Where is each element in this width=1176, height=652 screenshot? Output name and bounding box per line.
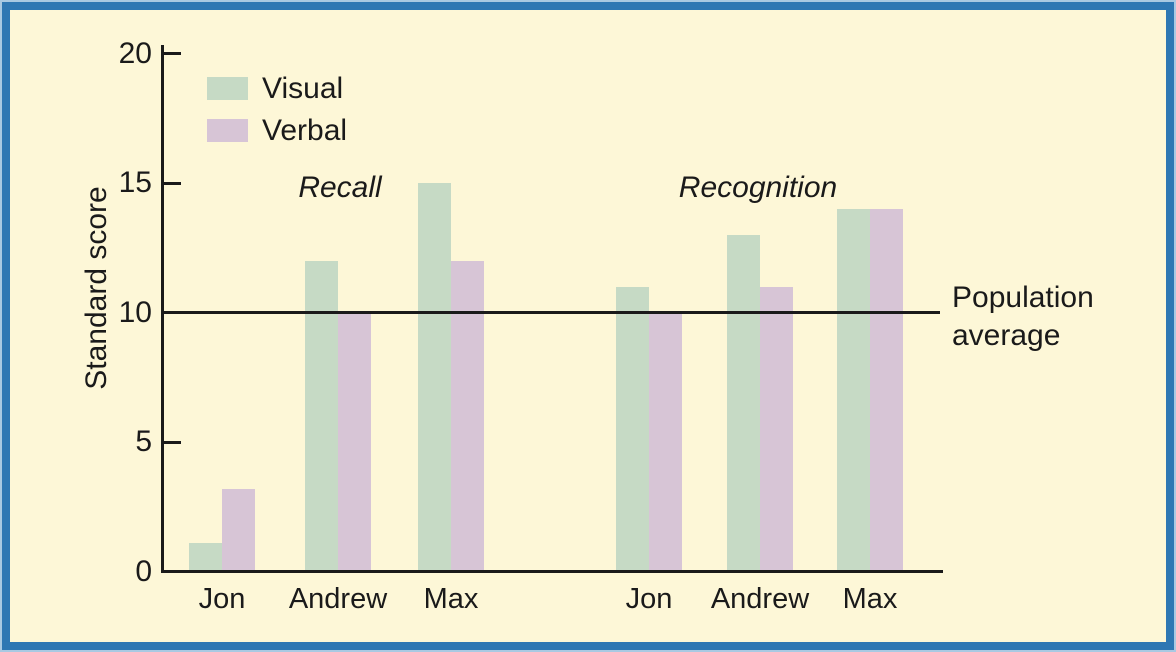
y-tick-mark-10 [163, 311, 181, 314]
bar-visual-recognition-max [837, 208, 870, 573]
bar-verbal-recall-andrew [338, 312, 371, 573]
bar-verbal-recognition-jon [649, 312, 682, 573]
x-category-label-recognition-jon: Jon [625, 583, 673, 615]
legend-label-visual: Visual [262, 72, 344, 105]
x-category-label-recognition-max: Max [842, 583, 898, 615]
y-tick-label-0: 0 [135, 554, 152, 588]
y-tick-mark-5 [163, 440, 181, 444]
y-axis-line [161, 45, 164, 573]
y-tick-label-10: 10 [118, 295, 152, 329]
y-tick-label-5: 5 [135, 425, 152, 458]
bar-verbal-recognition-max [870, 208, 903, 573]
x-category-label-recognition-andrew: Andrew [710, 583, 810, 615]
y-tick-mark-20 [163, 52, 181, 55]
bar-visual-recognition-jon [616, 286, 649, 573]
legend-item-visual: Visual [207, 72, 347, 105]
x-category-label-recall-andrew: Andrew [288, 583, 388, 615]
legend: Visual Verbal [207, 72, 347, 156]
group-label-recall: Recall [298, 171, 382, 204]
bar-visual-recall-max [418, 183, 451, 573]
x-category-label-recall-max: Max [423, 583, 479, 615]
bar-verbal-recall-jon [222, 488, 255, 573]
bar-verbal-recall-max [451, 260, 484, 573]
x-axis-line [161, 570, 943, 573]
legend-label-verbal: Verbal [262, 114, 348, 147]
group-label-recognition: Recognition [678, 171, 838, 204]
bar-visual-recognition-andrew [727, 234, 760, 573]
y-tick-mark-15 [163, 181, 181, 185]
population-average-label: Population average [952, 281, 1094, 352]
legend-swatch-verbal [207, 119, 248, 142]
legend-item-verbal: Verbal [207, 114, 347, 147]
bar-visual-recall-andrew [305, 260, 338, 573]
bar-verbal-recognition-andrew [760, 286, 793, 573]
bar-visual-recall-jon [189, 543, 222, 573]
legend-swatch-visual [207, 77, 248, 100]
y-tick-label-20: 20 [118, 36, 152, 70]
x-category-label-recall-jon: Jon [198, 583, 246, 615]
population-average-line [162, 311, 940, 314]
y-tick-label-15: 15 [118, 166, 152, 199]
